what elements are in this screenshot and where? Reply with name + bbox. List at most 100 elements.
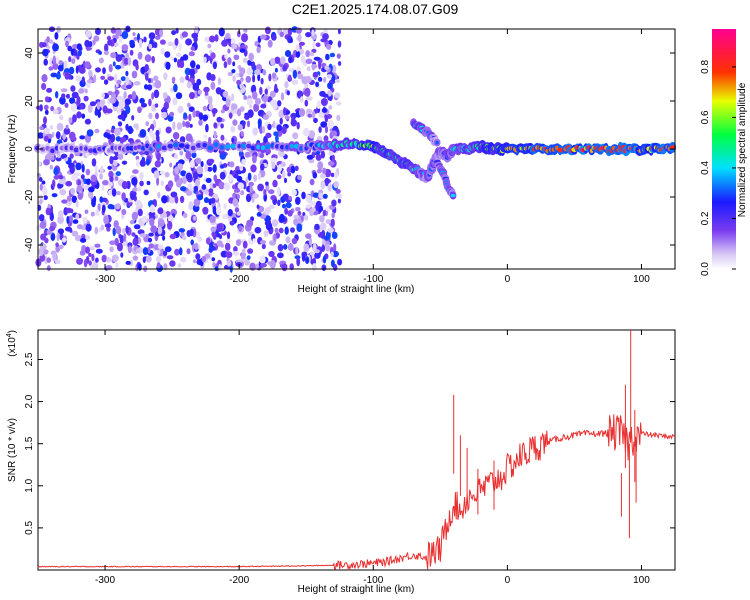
spectrogram-cell bbox=[309, 51, 315, 57]
spectrogram-cell bbox=[292, 69, 298, 79]
spectrogram-cell bbox=[264, 88, 268, 95]
spectrogram-cell bbox=[318, 126, 322, 133]
spectrogram-cell bbox=[185, 38, 193, 46]
spectrogram-cell bbox=[320, 150, 326, 159]
spectrogram-cell bbox=[59, 96, 66, 105]
spectrogram-cell bbox=[148, 32, 156, 40]
spectrogram-cell bbox=[75, 213, 79, 220]
spectrogram-cell bbox=[52, 63, 59, 70]
spectrogram-cell bbox=[188, 113, 192, 122]
spectrogram-cell bbox=[45, 207, 51, 216]
spectrogram-cell bbox=[327, 183, 332, 192]
spectrogram-cell bbox=[235, 169, 243, 175]
spectrogram-cell bbox=[297, 174, 302, 181]
spectrogram-cell bbox=[274, 83, 278, 93]
spectrogram-cell bbox=[106, 108, 113, 114]
spectrogram-cell bbox=[53, 174, 60, 180]
spectrogram-cell bbox=[315, 42, 321, 48]
spectrogram-cell bbox=[197, 89, 202, 95]
spectrogram-cell bbox=[58, 178, 66, 185]
spectrogram-cell bbox=[323, 77, 327, 83]
spectrogram-cell bbox=[114, 127, 121, 136]
spectrogram-cell bbox=[286, 90, 290, 96]
spectrogram-cell bbox=[277, 252, 284, 259]
spectrogram-cell bbox=[101, 254, 107, 263]
spectrogram-cell bbox=[273, 233, 277, 243]
spectrogram-cell bbox=[331, 74, 336, 82]
spectrogram-cell bbox=[316, 100, 321, 110]
spectrogram-cell bbox=[146, 180, 151, 186]
spectrogram-cell bbox=[187, 183, 193, 190]
spectrogram-cell bbox=[235, 239, 242, 247]
spectrogram-cell bbox=[324, 235, 330, 241]
spectrogram-cell bbox=[278, 227, 284, 234]
spectrogram-cell bbox=[256, 46, 261, 54]
spectrogram-cell bbox=[309, 178, 315, 186]
spectrogram-cell bbox=[207, 145, 214, 151]
spectrogram-cell bbox=[294, 165, 299, 171]
spectrogram-cell bbox=[48, 66, 54, 71]
spectrogram-cell bbox=[69, 165, 75, 174]
spectrogram-cell bbox=[228, 217, 233, 222]
spectrogram-cell bbox=[52, 43, 59, 52]
spectrogram-cell bbox=[322, 167, 327, 175]
spectrogram-cell bbox=[218, 181, 225, 190]
spectrogram-cell bbox=[63, 60, 68, 70]
spectrogram-cell bbox=[263, 230, 269, 238]
spectrogram-cell bbox=[146, 84, 153, 91]
spectrogram-cell bbox=[319, 173, 327, 179]
spectrogram-cell bbox=[302, 128, 310, 137]
spectrogram-cell bbox=[148, 232, 154, 237]
spectrogram-cell bbox=[137, 208, 143, 217]
spectrogram-cell bbox=[313, 117, 318, 124]
spectrogram-cell bbox=[55, 131, 61, 140]
spectrogram-cell bbox=[195, 253, 201, 260]
spectrogram-cell bbox=[272, 120, 276, 129]
spectrogram-cell bbox=[306, 108, 313, 114]
spectrogram-cell bbox=[185, 133, 193, 142]
spectrogram-cell bbox=[88, 260, 92, 266]
x-tick-label: 0 bbox=[505, 575, 511, 586]
spectrogram-cell bbox=[237, 143, 242, 149]
spectrogram-cell bbox=[127, 245, 132, 254]
spectrogram-cell bbox=[117, 153, 124, 160]
spectrogram-cell bbox=[172, 142, 179, 148]
spectrogram-cell bbox=[123, 233, 127, 242]
spectrogram-x-ticks: -300 -200 -100 0 100 bbox=[95, 29, 650, 285]
spectrogram-cell bbox=[57, 64, 64, 72]
spectrogram-cell bbox=[110, 133, 116, 143]
spectrogram-cell bbox=[282, 64, 288, 72]
spectrogram-cell bbox=[59, 189, 67, 196]
spectrogram-cell bbox=[265, 181, 269, 186]
spectrogram-cell bbox=[81, 163, 85, 173]
spectrogram-cell bbox=[76, 224, 83, 230]
y-tick-label: 1.0 bbox=[24, 478, 35, 492]
spectrogram-cell bbox=[256, 212, 262, 217]
spectrogram-cell bbox=[312, 263, 317, 272]
spectrogram-cell bbox=[189, 92, 195, 100]
spectrogram-cell bbox=[39, 126, 44, 130]
spectrogram-cell bbox=[179, 195, 185, 204]
spectrogram-cell bbox=[186, 190, 192, 196]
spectrogram-cell bbox=[326, 43, 332, 50]
spectrogram-cell bbox=[236, 211, 242, 216]
spectrogram-cell bbox=[227, 48, 231, 54]
spectrogram-cell bbox=[260, 77, 264, 85]
spectrogram-cell bbox=[272, 101, 278, 111]
spectrogram-cell bbox=[322, 33, 329, 40]
spectrogram-cell bbox=[43, 159, 50, 166]
spectrogram-cell bbox=[167, 180, 174, 188]
spectrogram-cell bbox=[157, 191, 161, 199]
spectrogram-cell bbox=[232, 61, 236, 67]
spectrogram-cell bbox=[155, 112, 159, 120]
spectrogram-cell bbox=[203, 134, 208, 140]
spectrogram-cell bbox=[84, 146, 88, 152]
spectrogram-cell bbox=[257, 183, 264, 192]
spectrogram-cell bbox=[270, 57, 276, 66]
spectrogram-cell bbox=[137, 51, 143, 60]
spectrogram-cell bbox=[130, 193, 136, 200]
snr-frame bbox=[37, 329, 676, 571]
spectrogram-cell bbox=[185, 74, 190, 81]
spectrogram-cell bbox=[263, 114, 269, 120]
spectrogram-cell bbox=[222, 90, 229, 98]
